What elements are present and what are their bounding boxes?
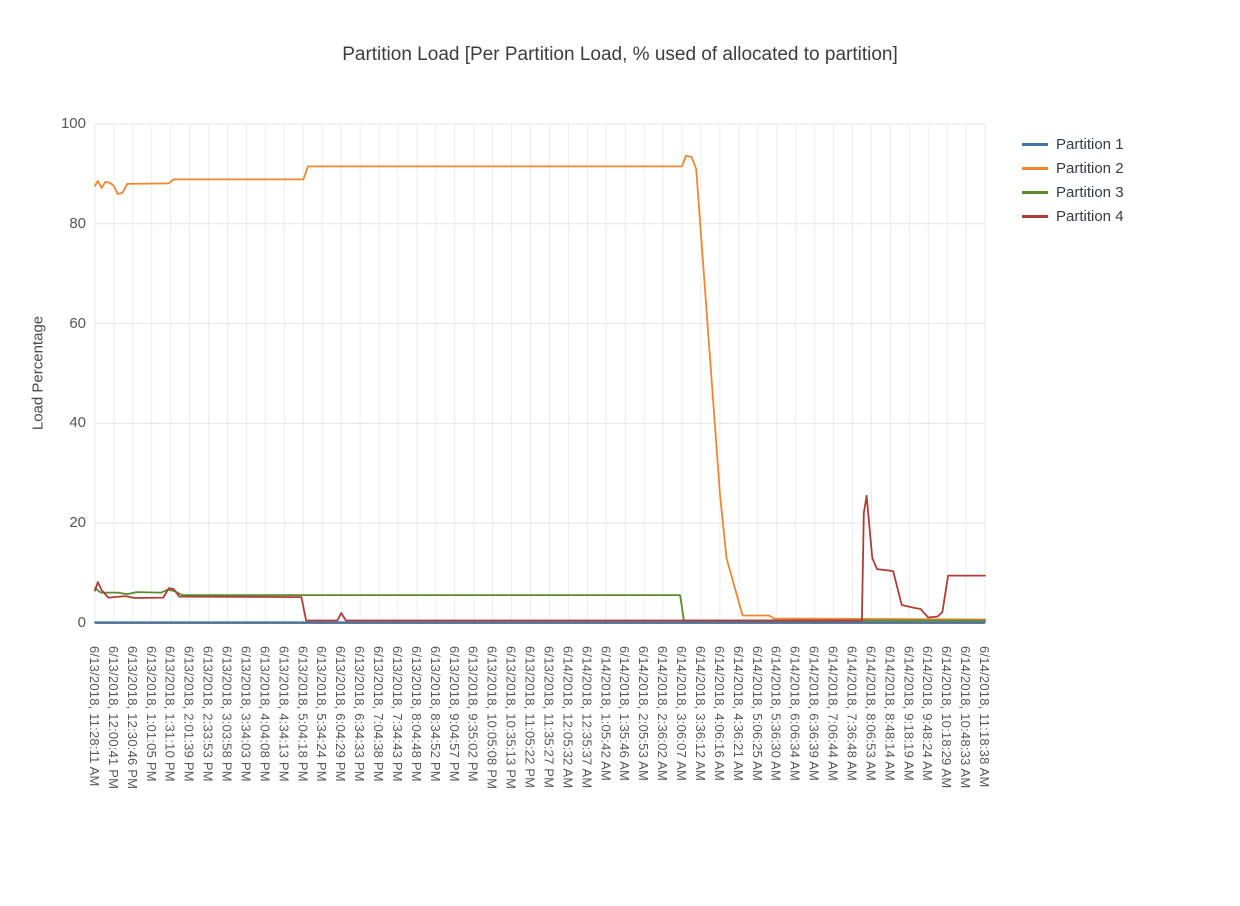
x-tick-label: 6/14/2018, 9:48:24 AM — [920, 646, 936, 782]
x-tick-label: 6/14/2018, 8:48:14 AM — [882, 646, 898, 782]
x-tick-label: 6/14/2018, 3:36:12 AM — [692, 646, 708, 782]
y-axis-title: Load Percentage — [29, 315, 47, 431]
legend-item-partition-1[interactable]: Partition 1 — [1022, 132, 1124, 156]
x-tick-label: 6/14/2018, 4:36:21 AM — [730, 646, 746, 782]
x-tick-label: 6/13/2018, 1:31:10 PM — [162, 646, 178, 782]
y-tick-label: 0 — [77, 614, 86, 631]
legend-label: Partition 2 — [1056, 159, 1124, 177]
x-tick-label: 6/14/2018, 6:06:34 AM — [787, 646, 803, 782]
x-tick-label: 6/14/2018, 10:48:33 AM — [958, 646, 974, 789]
x-tick-label: 6/13/2018, 10:05:08 PM — [484, 646, 500, 790]
series-line-partition-3 — [94, 587, 986, 622]
legend: Partition 1 Partition 2 Partition 3 Partiti… — [1022, 132, 1124, 228]
legend-swatch-partition-2 — [1022, 166, 1048, 170]
x-tick-label: 6/13/2018, 11:05:22 PM — [522, 646, 538, 789]
chart-title: Partition Load [Per Partition Load, % us… — [342, 44, 898, 65]
x-tick-label: 6/13/2018, 12:30:46 PM — [124, 646, 140, 790]
x-tick-label: 6/14/2018, 10:18:29 AM — [939, 646, 955, 789]
x-tick-label: 6/14/2018, 5:06:25 AM — [749, 646, 765, 782]
legend-label: Partition 1 — [1056, 135, 1124, 153]
legend-item-partition-3[interactable]: Partition 3 — [1022, 180, 1124, 204]
x-tick-label: 6/13/2018, 3:34:03 PM — [238, 646, 254, 782]
y-tick-label: 80 — [69, 214, 86, 232]
x-tick-label: 6/13/2018, 2:33:53 PM — [200, 646, 216, 782]
x-tick-label: 6/13/2018, 12:00:41 PM — [105, 646, 121, 790]
x-tick-label: 6/13/2018, 6:04:29 PM — [333, 646, 349, 782]
y-tick-label: 100 — [60, 115, 86, 132]
x-tick-label: 6/14/2018, 12:35:37 AM — [579, 646, 595, 789]
x-tick-label: 6/14/2018, 6:36:39 AM — [806, 646, 822, 782]
x-tick-label: 6/13/2018, 7:04:38 PM — [371, 646, 387, 782]
x-tick-label: 6/14/2018, 1:35:46 AM — [617, 646, 633, 782]
x-tick-label: 6/13/2018, 3:03:58 PM — [219, 646, 235, 782]
x-tick-label: 6/14/2018, 2:05:53 AM — [636, 646, 652, 782]
x-tick-label: 6/13/2018, 1:01:05 PM — [143, 646, 159, 782]
y-tick-label: 60 — [69, 314, 86, 332]
x-tick-label: 6/14/2018, 7:06:44 AM — [825, 646, 841, 782]
x-tick-label: 6/13/2018, 11:28:11 AM — [87, 646, 102, 787]
series-line-partition-2 — [94, 154, 986, 621]
x-tick-label: 6/14/2018, 2:36:02 AM — [655, 646, 671, 782]
x-tick-label: 6/13/2018, 4:04:08 PM — [257, 646, 273, 782]
legend-item-partition-4[interactable]: Partition 4 — [1022, 204, 1124, 228]
y-tick-label: 20 — [69, 514, 86, 532]
x-tick-label: 6/13/2018, 5:34:24 PM — [314, 646, 330, 782]
y-tick-label: 40 — [69, 414, 86, 432]
x-tick-label: 6/14/2018, 3:06:07 AM — [674, 646, 690, 782]
x-tick-label: 6/14/2018, 4:06:16 AM — [711, 646, 727, 782]
x-tick-label: 6/13/2018, 10:35:13 PM — [503, 646, 519, 790]
x-tick-label: 6/14/2018, 9:18:19 AM — [901, 646, 917, 782]
x-tick-label: 6/13/2018, 8:04:48 PM — [408, 646, 424, 782]
x-tick-label: 6/13/2018, 9:35:02 PM — [465, 646, 481, 782]
x-tick-label: 6/13/2018, 2:01:39 PM — [181, 646, 197, 782]
x-tick-label: 6/13/2018, 8:34:52 PM — [427, 646, 443, 782]
x-tick-label: 6/14/2018, 1:05:42 AM — [598, 646, 614, 782]
x-tick-label: 6/14/2018, 5:36:30 AM — [768, 646, 784, 782]
x-tick-label: 6/13/2018, 9:04:57 PM — [446, 646, 462, 782]
x-tick-label: 6/14/2018, 7:36:48 AM — [844, 646, 860, 782]
x-tick-label: 6/13/2018, 4:34:13 PM — [276, 646, 292, 782]
x-tick-label: 6/13/2018, 6:34:33 PM — [352, 646, 368, 782]
legend-item-partition-2[interactable]: Partition 2 — [1022, 156, 1124, 180]
x-tick-label: 6/13/2018, 7:34:43 PM — [389, 646, 405, 782]
x-tick-label: 6/13/2018, 5:04:18 PM — [295, 646, 311, 782]
legend-swatch-partition-3 — [1022, 190, 1048, 194]
series-line-partition-4 — [94, 494, 986, 622]
x-tick-label: 6/14/2018, 8:06:53 AM — [863, 646, 879, 782]
legend-label: Partition 4 — [1056, 207, 1124, 225]
legend-label: Partition 3 — [1056, 183, 1124, 201]
x-tick-label: 6/13/2018, 11:35:27 PM — [541, 646, 557, 789]
legend-swatch-partition-4 — [1022, 214, 1048, 218]
x-tick-label: 6/14/2018, 12:05:32 AM — [560, 646, 576, 789]
legend-swatch-partition-1 — [1022, 142, 1048, 146]
x-tick-label: 6/14/2018, 11:18:38 AM — [977, 646, 992, 788]
